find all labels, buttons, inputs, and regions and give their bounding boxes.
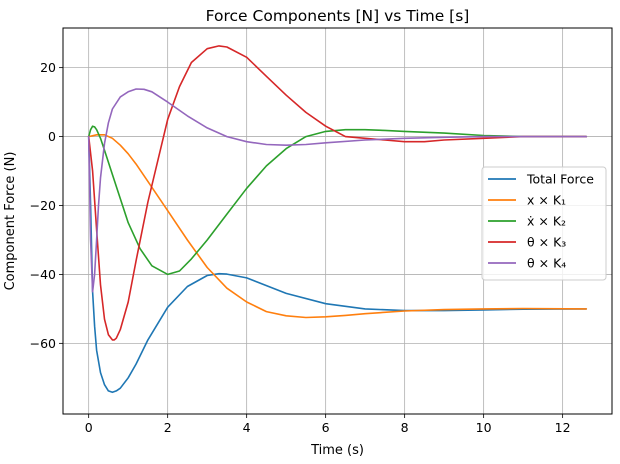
series-line-3 bbox=[87, 125, 588, 276]
series-line-2 bbox=[87, 134, 588, 319]
series-line-1 bbox=[87, 135, 588, 394]
x-tick-label: 12 bbox=[555, 420, 571, 435]
series-layer bbox=[87, 45, 588, 394]
legend: Total Force x × K₁ ẋ × K₂ θ × K₃ θ × K₄ bbox=[481, 166, 607, 281]
y-axis-label: Component Force (N) bbox=[3, 152, 18, 291]
x-tick-label: 8 bbox=[401, 420, 409, 435]
y-tick-label: 20 bbox=[40, 60, 56, 75]
ticks: 0 2 4 6 8 10 12 −60 −40 −20 0 20 bbox=[30, 60, 571, 435]
legend-label: θ × K₃ bbox=[527, 235, 566, 250]
x-axis-label: Time (s) bbox=[310, 443, 364, 458]
series-line-4 bbox=[87, 45, 588, 341]
y-tick-label: −20 bbox=[30, 198, 56, 213]
legend-frame bbox=[481, 166, 607, 281]
x-tick-label: 4 bbox=[243, 420, 251, 435]
x-tick-label: 6 bbox=[322, 420, 330, 435]
y-tick-label: −60 bbox=[30, 336, 56, 351]
legend-label: Total Force bbox=[526, 172, 594, 187]
x-tick-label: 0 bbox=[85, 420, 93, 435]
y-tick-label: 0 bbox=[48, 129, 56, 144]
legend-label: ẋ × K₂ bbox=[527, 214, 566, 229]
series-line-5 bbox=[87, 88, 588, 293]
chart-title: Force Components [N] vs Time [s] bbox=[206, 7, 470, 25]
x-tick-label: 2 bbox=[164, 420, 172, 435]
plot-frame bbox=[62, 27, 613, 415]
y-tick-label: −40 bbox=[30, 267, 56, 282]
legend-label: x × K₁ bbox=[527, 193, 566, 208]
x-tick-label: 10 bbox=[476, 420, 492, 435]
legend-label: θ × K₄ bbox=[527, 256, 566, 271]
